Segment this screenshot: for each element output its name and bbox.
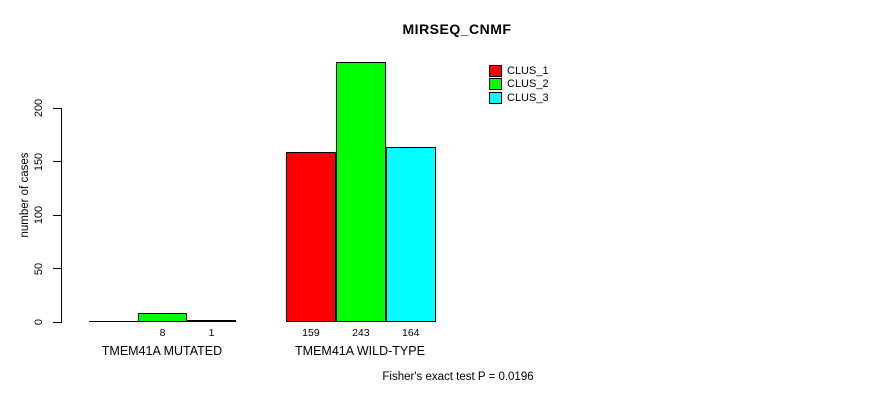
y-tick-label: 150 xyxy=(33,152,45,171)
bar-tmem41a-mutated-clus_1 xyxy=(89,321,138,322)
y-axis-line xyxy=(61,108,62,323)
legend-swatch-clus_2 xyxy=(489,78,502,91)
bar-value-label: 164 xyxy=(401,327,420,339)
legend-swatch-clus_3 xyxy=(489,91,502,104)
legend-row: CLUS_2 xyxy=(489,78,549,92)
legend-label: CLUS_1 xyxy=(507,64,549,77)
bar-tmem41a-mutated-clus_2 xyxy=(138,313,187,322)
legend-row: CLUS_1 xyxy=(489,64,549,78)
bar-value-label: 243 xyxy=(352,327,370,339)
y-tick-mark xyxy=(53,214,62,216)
group-label-mutated: TMEM41A MUTATED xyxy=(101,344,223,358)
legend-label: CLUS_2 xyxy=(507,78,549,91)
y-tick-label: 0 xyxy=(33,318,45,326)
legend-row: CLUS_3 xyxy=(489,91,549,105)
bar-tmem41a-wild-type-clus_2 xyxy=(335,62,386,322)
group-label-wildtype: TMEM41A WILD-TYPE xyxy=(295,344,425,358)
bar-tmem41a-wild-type-clus_3 xyxy=(385,147,436,322)
legend-swatch-clus_1 xyxy=(489,64,502,77)
bar-value-label: 8 xyxy=(159,327,166,339)
bar-value-label: 1 xyxy=(208,327,215,339)
y-tick-mark xyxy=(53,268,62,269)
y-axis-label: number of cases xyxy=(19,152,31,238)
caption-fisher-test: Fisher's exact test P = 0.0196 xyxy=(382,371,534,383)
y-tick-label: 50 xyxy=(33,262,45,275)
bar-tmem41a-mutated-clus_3 xyxy=(187,320,236,322)
y-tick-mark xyxy=(53,321,62,323)
legend-label: CLUS_3 xyxy=(507,91,549,104)
chart-title: MIRSEQ_CNMF xyxy=(402,21,512,37)
y-tick-label: 200 xyxy=(33,98,45,118)
legend: CLUS_1 CLUS_2 CLUS_3 xyxy=(489,64,549,105)
y-tick-mark xyxy=(53,107,62,109)
bar-tmem41a-wild-type-clus_1 xyxy=(286,152,336,322)
y-tick-label: 100 xyxy=(33,205,45,225)
y-tick-mark xyxy=(53,161,62,162)
bar-value-label: 159 xyxy=(302,327,320,339)
